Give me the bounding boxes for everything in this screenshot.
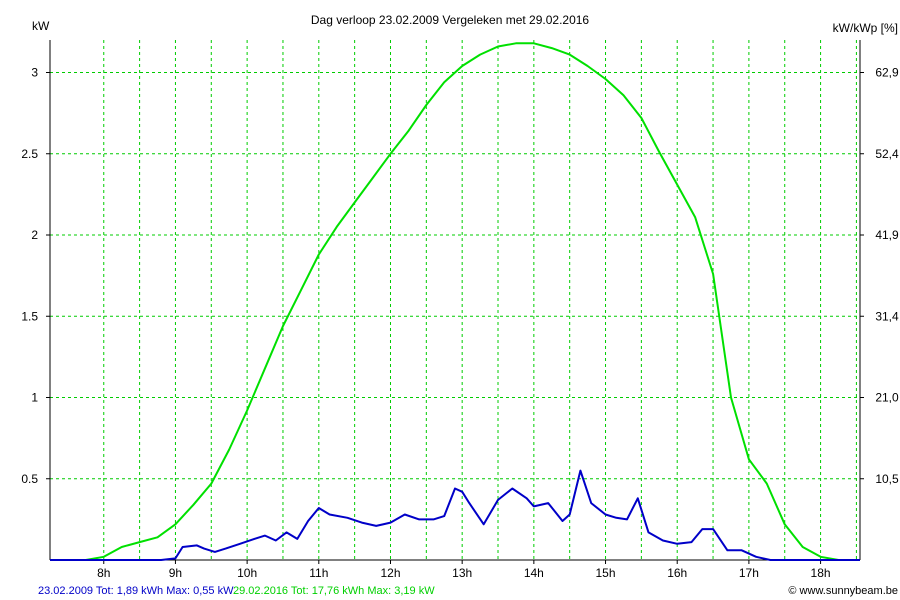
y-tick-label-left: 2 [31,228,38,242]
x-tick-label: 12h [380,566,400,580]
series-line-2016 [50,42,860,561]
y-tick-label-right: 62,9 [875,66,899,80]
axes [46,40,864,564]
y-tick-label-right: 52,4 [875,147,899,161]
x-tick-label: 11h [309,566,328,580]
series-line-2009 [50,469,860,561]
footer: 23.02.2009 Tot: 1,89 kWh Max: 0,55 kW 29… [38,585,898,597]
x-tick-label: 14h [524,566,544,580]
y-tick-label-right: 21,0 [875,391,899,405]
y-tick-label-left: 2.5 [21,147,38,161]
x-tick-label: 13h [452,566,472,580]
x-tick-label: 15h [596,566,616,580]
y-tick-label-right: 41,9 [875,228,899,242]
chart-title: Dag verloop 23.02.2009 Vergeleken met 29… [311,13,590,27]
y-axis-label-left: kW [32,19,50,33]
x-tick-label: 17h [739,566,759,580]
x-tick-label: 9h [169,566,182,580]
y-tick-label-left: 1.5 [21,309,38,323]
y-tick-label-right: 10,5 [875,472,899,486]
grid [50,40,860,560]
footer-credit: © www.sunnybeam.be [788,585,898,597]
y-axis-label-right: kW/kWp [%] [833,21,898,35]
y-tick-label-left: 0.5 [21,472,38,486]
footer-series-2009: 23.02.2009 Tot: 1,89 kWh Max: 0,55 kW [38,585,234,597]
y-tick-label-left: 1 [31,391,38,405]
y-tick-label-left: 3 [31,66,38,80]
y-tick-label-right: 31,4 [875,309,899,323]
x-tick-label: 8h [97,566,110,580]
x-tick-label: 18h [811,566,831,580]
tick-labels: 8h 9h 10h 11h 12h 13h 14h 15h 16h 17h 18h 0.5 1 1.5 2 2… [21,66,899,581]
series-lines [50,42,860,561]
x-tick-label: 10h [237,566,257,580]
x-tick-label: 16h [667,566,687,580]
footer-series-2016: 29.02.2016 Tot: 17,76 kWh Max: 3,19 kW [233,585,435,597]
